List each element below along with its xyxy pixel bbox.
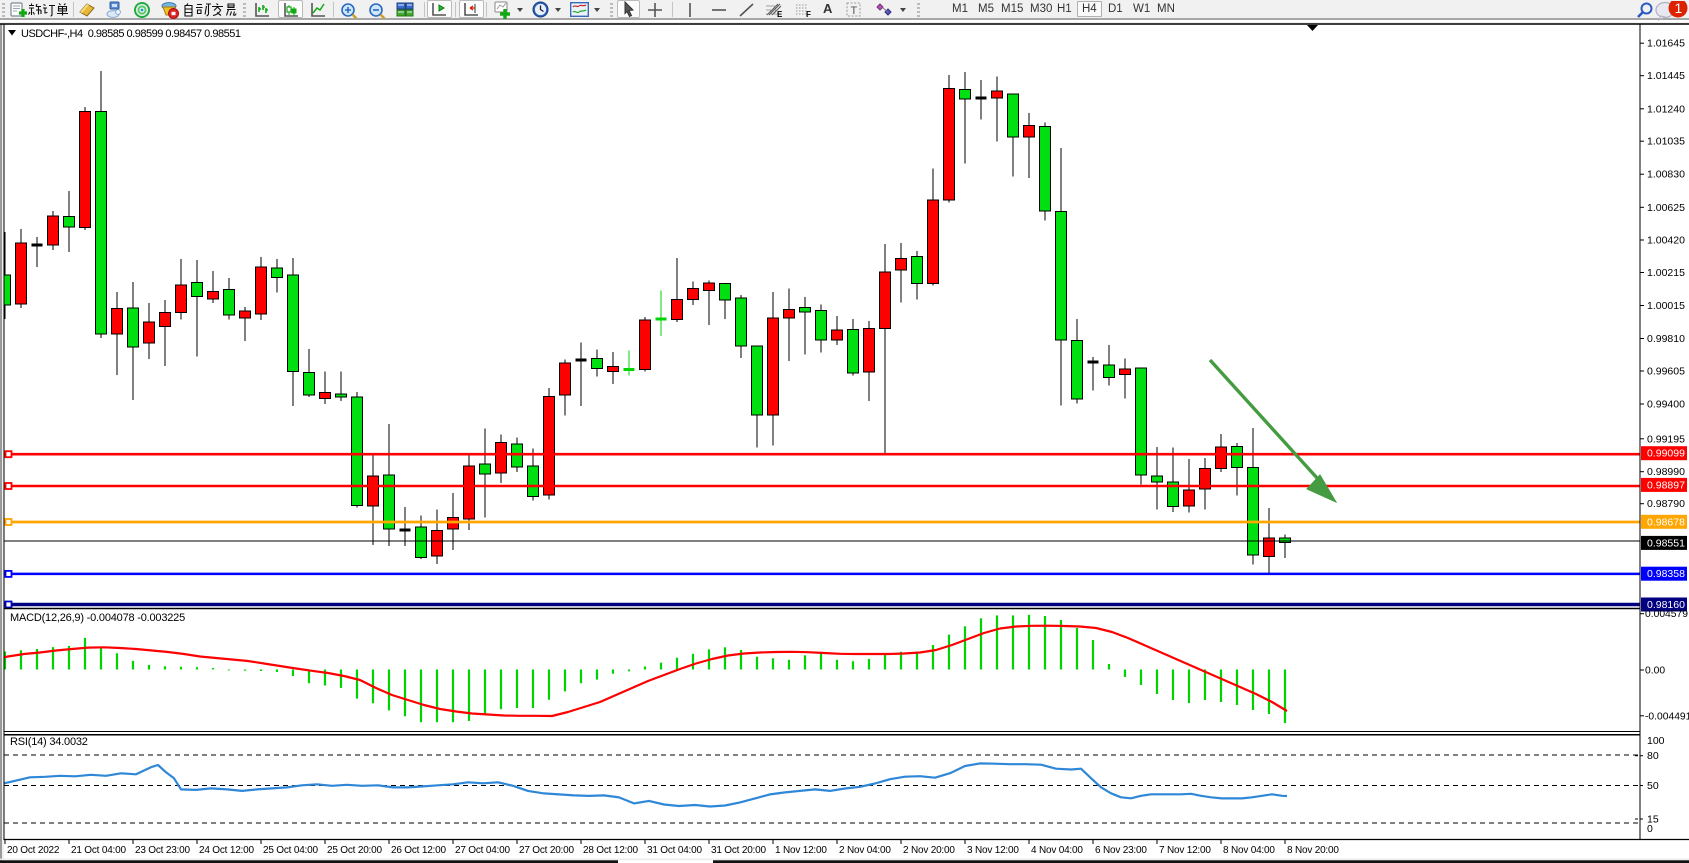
svg-text:2 Nov 04:00: 2 Nov 04:00 bbox=[839, 845, 891, 856]
svg-text:7 Nov 12:00: 7 Nov 12:00 bbox=[1159, 845, 1211, 856]
svg-text:RSI(14) 34.0032: RSI(14) 34.0032 bbox=[10, 736, 88, 748]
svg-text:28 Oct 12:00: 28 Oct 12:00 bbox=[583, 845, 638, 856]
svg-text:1.00015: 1.00015 bbox=[1647, 300, 1685, 312]
svg-text:1: 1 bbox=[1675, 1, 1683, 16]
svg-text:0.98358: 0.98358 bbox=[1647, 568, 1685, 580]
svg-text:1.01035: 1.01035 bbox=[1647, 136, 1685, 148]
svg-text:24 Oct 12:00: 24 Oct 12:00 bbox=[199, 845, 254, 856]
svg-text:3 Nov 12:00: 3 Nov 12:00 bbox=[967, 845, 1019, 856]
svg-text:0.98790: 0.98790 bbox=[1647, 498, 1685, 510]
svg-text:1.00625: 1.00625 bbox=[1647, 202, 1685, 214]
svg-text:0.98551: 0.98551 bbox=[1647, 537, 1685, 549]
svg-text:0: 0 bbox=[1647, 823, 1653, 835]
svg-text:25 Oct 20:00: 25 Oct 20:00 bbox=[327, 845, 382, 856]
svg-text:50: 50 bbox=[1647, 780, 1659, 792]
svg-text:0.99195: 0.99195 bbox=[1647, 433, 1685, 445]
svg-text:0.004579: 0.004579 bbox=[1645, 609, 1688, 620]
svg-text:0.99810: 0.99810 bbox=[1647, 333, 1685, 345]
svg-text:1.00830: 1.00830 bbox=[1647, 169, 1685, 181]
svg-text:0.99605: 0.99605 bbox=[1647, 366, 1685, 378]
svg-text:27 Oct 04:00: 27 Oct 04:00 bbox=[455, 845, 510, 856]
svg-text:31 Oct 04:00: 31 Oct 04:00 bbox=[647, 845, 702, 856]
svg-text:0.98678: 0.98678 bbox=[1647, 516, 1685, 528]
svg-text:27 Oct 20:00: 27 Oct 20:00 bbox=[519, 845, 574, 856]
svg-text:1.00215: 1.00215 bbox=[1647, 267, 1685, 279]
svg-text:21 Oct 04:00: 21 Oct 04:00 bbox=[71, 845, 126, 856]
svg-text:31 Oct 20:00: 31 Oct 20:00 bbox=[711, 845, 766, 856]
svg-text:4 Nov 04:00: 4 Nov 04:00 bbox=[1031, 845, 1083, 856]
svg-text:6 Nov 23:00: 6 Nov 23:00 bbox=[1095, 845, 1147, 856]
svg-text:T: T bbox=[851, 5, 858, 17]
svg-text:0.99099: 0.99099 bbox=[1647, 448, 1685, 460]
svg-text:8 Nov 20:00: 8 Nov 20:00 bbox=[1287, 845, 1339, 856]
svg-text:0.98897: 0.98897 bbox=[1647, 479, 1685, 491]
svg-text:80: 80 bbox=[1647, 750, 1659, 762]
svg-text:26 Oct 12:00: 26 Oct 12:00 bbox=[391, 845, 446, 856]
svg-text:MACD(12,26,9) -0.004078 -0.003: MACD(12,26,9) -0.004078 -0.003225 bbox=[10, 612, 185, 624]
svg-text:USDCHF-,H4 0.98585 0.98599 0.: USDCHF-,H4 0.98585 0.98599 0.98457 0.985… bbox=[21, 28, 241, 40]
svg-text:2 Nov 20:00: 2 Nov 20:00 bbox=[903, 845, 955, 856]
svg-text:100: 100 bbox=[1647, 735, 1665, 747]
svg-text:1.01645: 1.01645 bbox=[1647, 38, 1685, 50]
svg-text:15: 15 bbox=[1647, 814, 1659, 826]
svg-text:E: E bbox=[777, 10, 783, 18]
svg-text:0.98990: 0.98990 bbox=[1647, 466, 1685, 478]
svg-text:0.00: 0.00 bbox=[1645, 666, 1665, 677]
svg-text:1.01445: 1.01445 bbox=[1647, 70, 1685, 82]
svg-text:20 Oct 2022: 20 Oct 2022 bbox=[7, 845, 60, 856]
svg-text:1.00420: 1.00420 bbox=[1647, 235, 1685, 247]
svg-text:25 Oct 04:00: 25 Oct 04:00 bbox=[263, 845, 318, 856]
svg-text:1.01240: 1.01240 bbox=[1647, 103, 1685, 115]
svg-text:0.98160: 0.98160 bbox=[1647, 599, 1685, 611]
svg-text:1 Nov 12:00: 1 Nov 12:00 bbox=[775, 845, 827, 856]
svg-text:-0.004491: -0.004491 bbox=[1645, 711, 1689, 722]
svg-text:8 Nov 04:00: 8 Nov 04:00 bbox=[1223, 845, 1275, 856]
svg-text:F: F bbox=[806, 10, 811, 18]
svg-text:23 Oct 23:00: 23 Oct 23:00 bbox=[135, 845, 190, 856]
svg-text:0.99400: 0.99400 bbox=[1647, 399, 1685, 411]
